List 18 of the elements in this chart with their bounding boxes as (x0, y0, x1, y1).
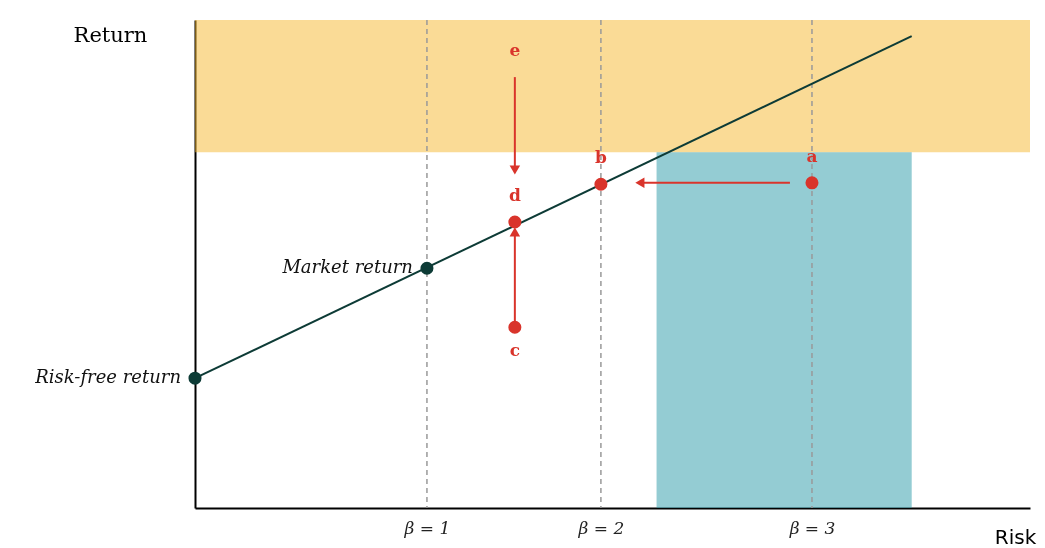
annotation: Market return (281, 256, 413, 278)
point (508, 320, 522, 334)
point (188, 371, 202, 385)
x-axis-title: Risk (994, 524, 1037, 548)
x-tick-label: β = 3 (788, 517, 836, 538)
point (420, 261, 434, 275)
annotation: a (806, 145, 818, 166)
annotation: e (509, 40, 521, 61)
point (594, 177, 608, 191)
x-tick-label: β = 2 (577, 517, 625, 538)
point (508, 215, 522, 229)
y-axis-title: Return (73, 22, 148, 47)
annotation: c (509, 340, 521, 361)
x-tick-label: β = 1 (403, 517, 451, 538)
annotation: Risk-free return (34, 366, 181, 388)
annotation: b (594, 147, 607, 168)
point (805, 176, 819, 190)
annotation: d (508, 185, 521, 205)
